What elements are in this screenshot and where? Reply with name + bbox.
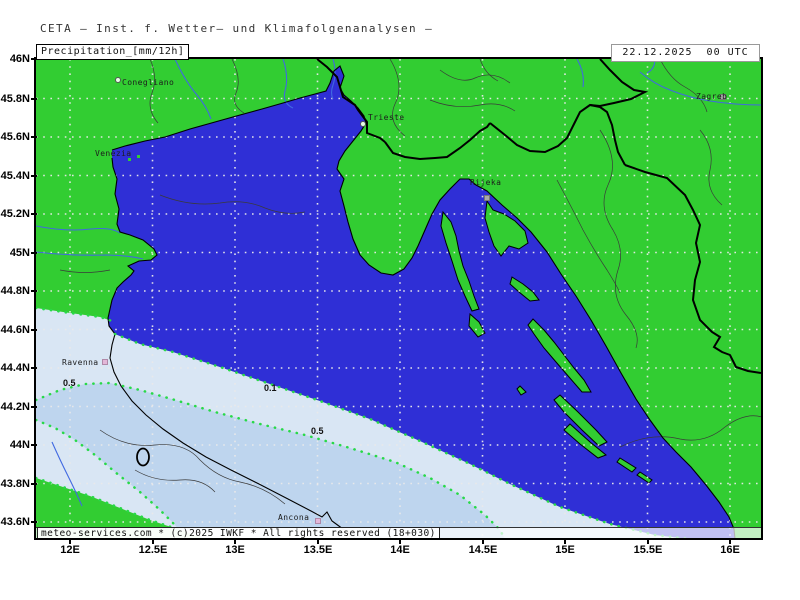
contour-value-label: 0.5: [63, 378, 76, 388]
city-label-venezia: Venezia: [95, 149, 132, 158]
rivers: [36, 59, 761, 507]
lon-label: 12.5E: [133, 538, 173, 556]
city-label-rijeka: Rijeka: [470, 178, 502, 187]
river-adige: [36, 225, 121, 234]
contour-0.5-upper: [36, 381, 506, 538]
city-label-trieste: Trieste: [368, 113, 405, 122]
lat-label: 44.4N: [0, 362, 37, 374]
city-label-ancona: Ancona: [278, 513, 310, 522]
national-borders: [316, 59, 761, 374]
city-label-zagreb: Zagreb: [696, 92, 728, 101]
lon-label: 14E: [380, 538, 420, 556]
lat-label: 46N: [0, 53, 37, 65]
lat-label: 43.8N: [0, 478, 37, 490]
city-marker-conegliano: [115, 77, 121, 83]
lon-label: 15.5E: [628, 538, 668, 556]
lon-label: 14.5E: [463, 538, 503, 556]
lon-label: 15E: [545, 538, 585, 556]
lat-label: 44.6N: [0, 324, 37, 336]
city-marker-rijeka: [484, 195, 490, 201]
river-isonzo: [330, 59, 336, 100]
lon-label: 13.5E: [298, 538, 338, 556]
dry-land-wedge: [36, 478, 203, 538]
city-marker-ancona: [315, 518, 321, 524]
city-marker-ravenna: [102, 359, 108, 365]
valid-datetime: 22.12.2025 00 UTC: [611, 44, 760, 62]
lat-label: 45.8N: [0, 93, 37, 105]
lon-label: 13E: [215, 538, 255, 556]
precip-contours: [36, 306, 691, 538]
map-canvas: [36, 59, 761, 538]
lat-label: 44.2N: [0, 401, 37, 413]
lat-label: 45.2N: [0, 208, 37, 220]
river-piave: [174, 59, 212, 120]
river-tagliamento: [282, 59, 294, 109]
lon-label: 16E: [710, 538, 750, 556]
lat-label: 43.6N: [0, 516, 37, 528]
contour-0.1-wedge: [36, 476, 206, 538]
city-label-conegliano: Conegliano: [122, 78, 175, 87]
lat-label: 45.6N: [0, 131, 37, 143]
contour-value-label: 0.5: [311, 426, 324, 436]
lat-label: 44.8N: [0, 285, 37, 297]
lat-label: 45N: [0, 247, 37, 259]
contour-value-label: 0.1: [264, 383, 277, 393]
river-po: [36, 251, 144, 260]
city-marker-zagreb: [720, 94, 726, 100]
lon-label: 12E: [50, 538, 90, 556]
coastlines: [107, 65, 736, 538]
agency-title: CETA – Inst. f. Wetter– und Klimafolgena…: [40, 22, 434, 35]
city-marker-trieste: [360, 121, 366, 127]
lat-label: 44N: [0, 439, 37, 451]
copyright-text: meteo-services.com * (c)2025 IWKF * All …: [37, 527, 440, 540]
product-label: Precipitation_[mm/12h]: [36, 44, 190, 60]
islands: [128, 155, 653, 484]
city-label-ravenna: Ravenna: [62, 358, 99, 367]
lat-label: 45.4N: [0, 170, 37, 182]
san-marino-border: [136, 447, 150, 467]
regional-borders: [59, 59, 761, 505]
river-sava: [639, 71, 761, 106]
